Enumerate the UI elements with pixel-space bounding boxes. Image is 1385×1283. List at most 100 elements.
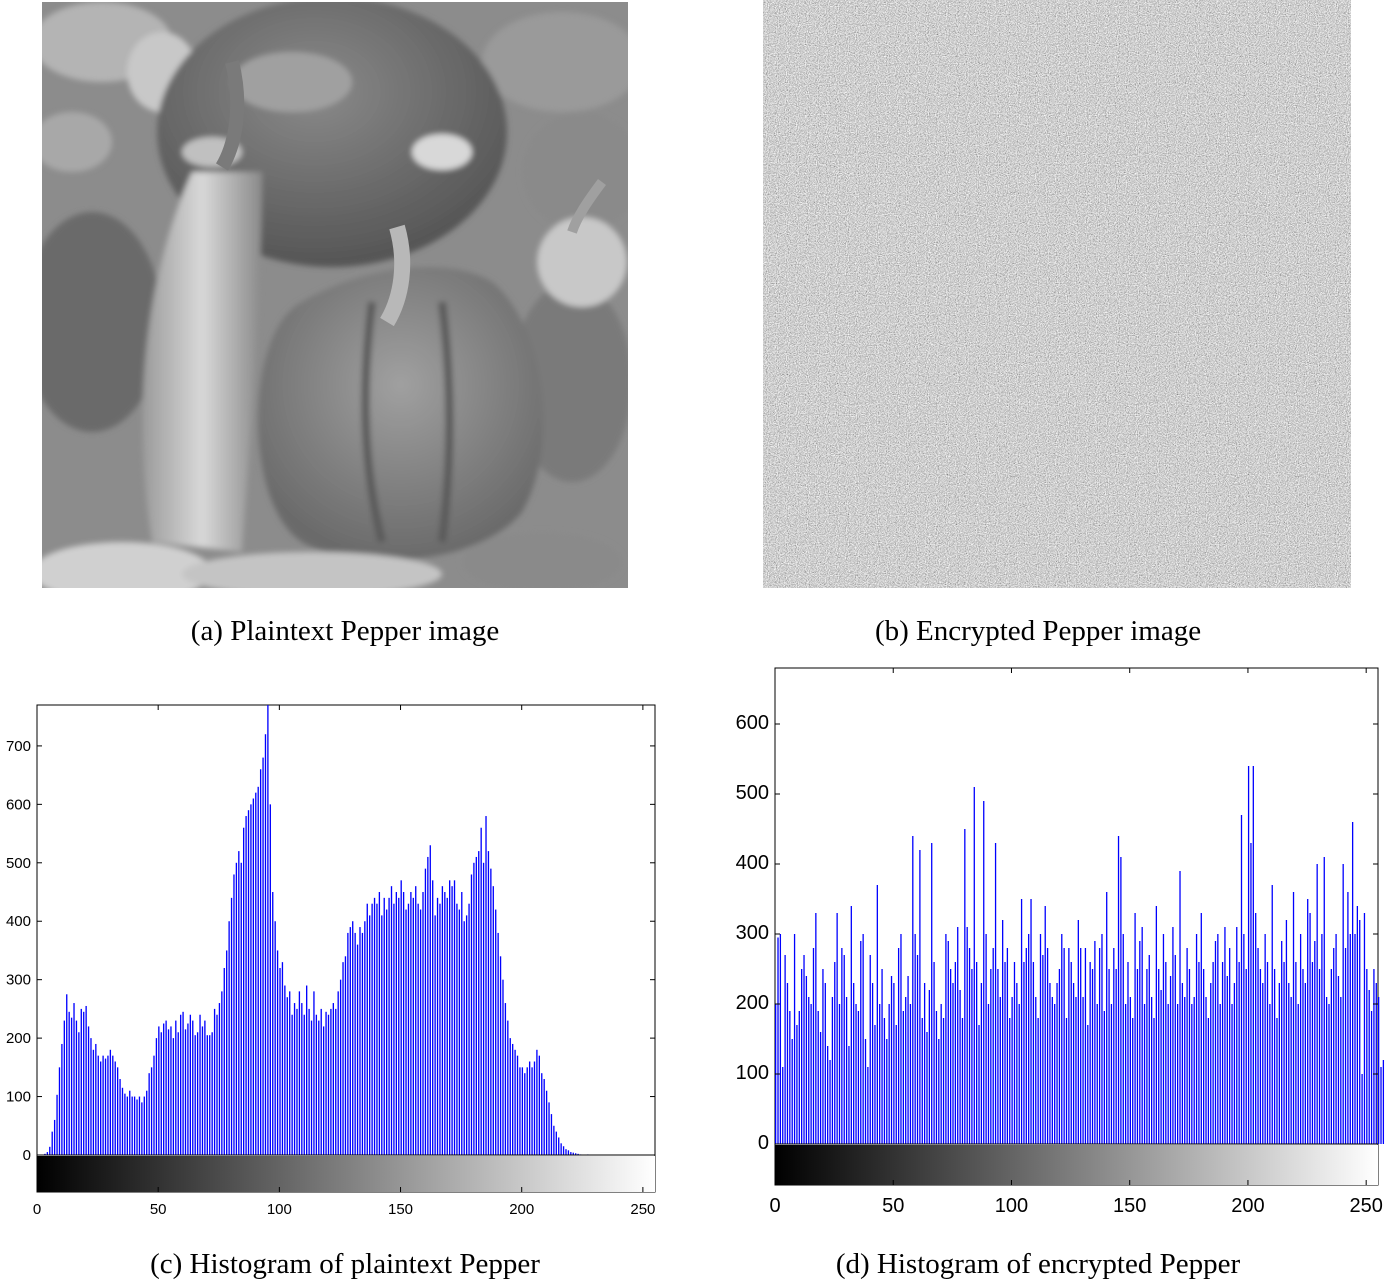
histogram-bar [976,962,978,1144]
histogram-bar [1084,948,1087,1144]
x-tick-label: 100 [267,1201,292,1218]
histogram-bar [954,962,957,1144]
histogram-bar [926,1032,928,1144]
histogram-bar [812,948,815,1144]
histogram-bar [211,1032,213,1155]
histogram-bar [1299,934,1302,1144]
caption-c: (c) Histogram of plaintext Pepper [150,1248,540,1280]
histogram-bar [1191,1004,1193,1144]
histogram-bar [419,909,422,1155]
x-tick-label: 200 [1231,1195,1264,1217]
histogram-bar [1094,941,1096,1144]
histogram-bar [1011,997,1013,1144]
histogram-bar [196,1032,199,1155]
histogram-bar [1058,969,1061,1144]
histogram-bar [228,921,230,1155]
histogram-bar [502,979,504,1155]
histogram-bar [201,1026,204,1155]
histogram-bar [354,932,356,1155]
histogram-bar [531,1067,533,1155]
x-tick-label: 250 [1349,1195,1382,1217]
histogram-bar [798,1011,800,1144]
histogram-bar [1051,997,1053,1144]
histogram-bar [407,903,410,1155]
histogram-bar [1160,990,1162,1144]
histogram-bar [909,1004,912,1144]
histogram-bar [1042,955,1044,1144]
histogram-bar [822,969,824,1144]
histogram-bar [453,880,456,1155]
histogram-bar [335,1008,337,1155]
histogram-bar [344,956,347,1155]
histogram-bar [1089,962,1091,1144]
histogram-bar [1368,990,1370,1144]
histogram-bar [116,1067,119,1155]
histogram-bar [49,1146,51,1155]
histogram-bar [165,1020,167,1155]
histogram-bar [468,903,470,1155]
histogram-bar [1224,927,1226,1144]
histogram-bar [131,1096,133,1155]
histogram-bar [874,1025,876,1144]
histogram-bar [267,705,269,1155]
histogram-bar [390,886,393,1155]
histogram-bar [163,1023,165,1155]
histogram-bar [538,1055,540,1155]
histogram-bar [1264,934,1266,1144]
histogram-bar [262,757,264,1155]
histogram-bar [1273,969,1276,1144]
histogram-bar [1186,948,1188,1144]
histogram-bar [383,897,385,1155]
histogram-bar [938,1039,940,1144]
y-tick-label: 0 [23,1147,31,1164]
histogram-bar [1153,1018,1155,1144]
histogram-bar [952,983,954,1144]
histogram-bar [296,1008,298,1155]
histogram-bar [44,1153,46,1155]
histogram-bar [1004,962,1006,1144]
histogram-bar [803,955,805,1144]
histogram-bar [480,827,482,1155]
histogram-bar [1212,962,1214,1144]
histogram-bar [373,897,376,1155]
histogram-bar [1061,934,1063,1144]
histogram-bar [68,1011,70,1155]
histogram-bar [1195,934,1198,1144]
histogram-bar [1177,1004,1179,1144]
histogram-bar [1243,934,1245,1144]
histogram-bar [444,892,446,1155]
histogram-bar [553,1125,555,1155]
histogram-bar [1032,962,1035,1144]
histogram-bar [114,1061,116,1155]
histogram-bar [451,886,453,1155]
histogram-bar [900,934,902,1144]
histogram-bar [133,1096,136,1155]
histogram-bar [1333,948,1335,1144]
histogram-bar [376,903,378,1155]
histogram-bar [213,1008,216,1155]
histogram-bar [1207,1018,1210,1144]
histogram-bar [279,967,281,1155]
histogram-bar [1108,969,1110,1144]
histogram-bar [247,810,250,1155]
histogram-bar [432,880,434,1155]
histogram-bar [1347,892,1349,1144]
histogram-bar [1134,913,1136,1144]
histogram-bar [521,1067,524,1155]
histogram-bar [947,941,949,1144]
histogram-bar [1158,969,1160,1144]
histogram-bar [1009,1018,1011,1144]
histogram-bar [92,1049,95,1155]
histogram-bar [973,787,975,1144]
histogram-bar [808,997,810,1144]
histogram-bar [902,1011,904,1144]
histogram-bar [1318,969,1321,1144]
histogram-bar [1030,899,1032,1144]
histogram-bar [1231,1004,1233,1144]
histogram-bar [61,1043,63,1155]
histogram-bar [395,892,398,1155]
histogram-bar [216,1014,218,1155]
histogram-bar [1136,969,1139,1144]
histogram-bar [1229,948,1231,1144]
